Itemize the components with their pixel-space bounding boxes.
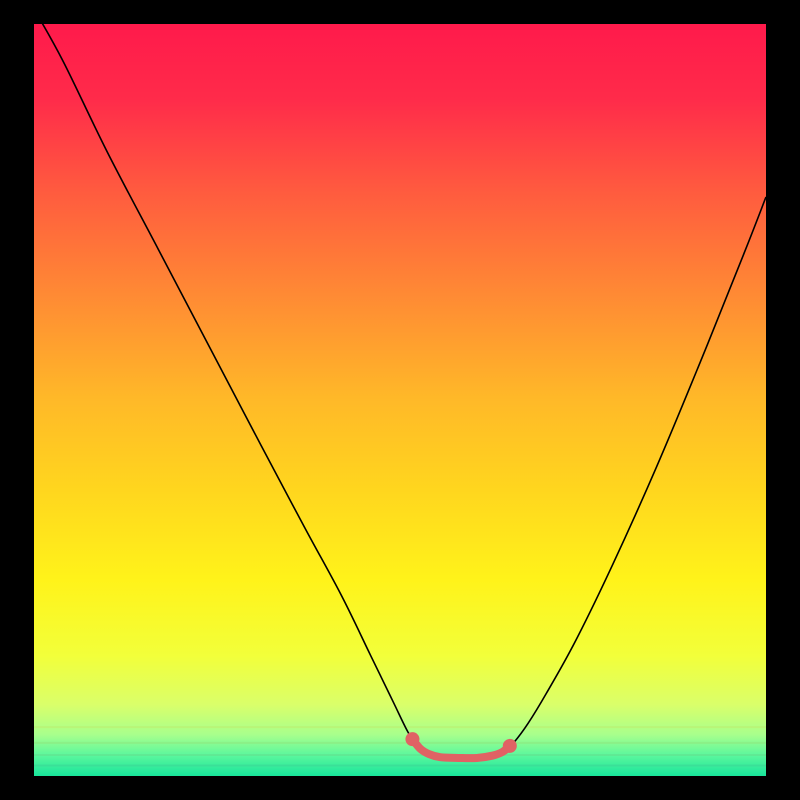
frame-border-bottom [0,776,800,800]
bottleneck-chart [34,24,766,776]
highlight-end-dot-0 [405,732,419,746]
frame-border-top [0,0,800,24]
gradient-background [34,24,766,776]
frame-border-left [0,0,34,800]
frame-border-right [766,0,800,800]
highlight-end-dot-1 [503,739,517,753]
